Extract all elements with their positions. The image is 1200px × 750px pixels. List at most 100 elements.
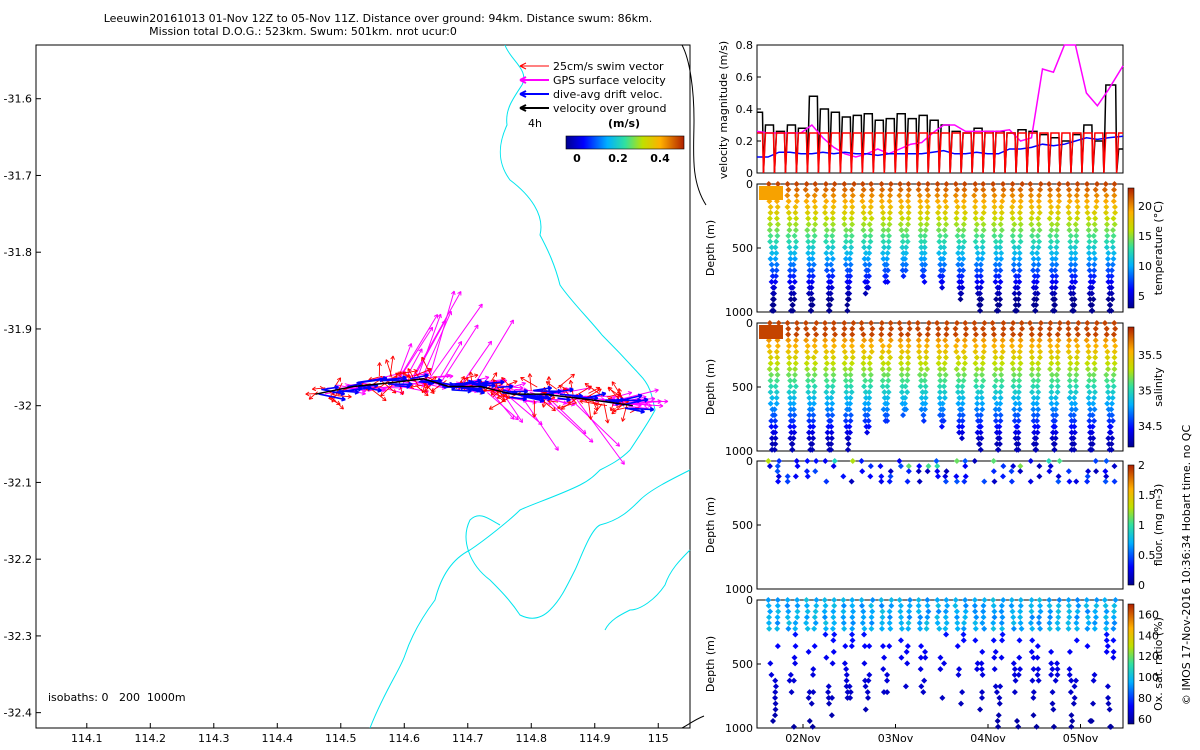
oxygen-data-point (952, 597, 959, 603)
temperature-data-point (843, 250, 850, 257)
oxygen-data-point (849, 625, 856, 632)
temperature-data-point (1065, 186, 1072, 193)
oxygen-data-point (974, 666, 981, 673)
salinity-data-point (943, 343, 950, 350)
salinity-data-point (1049, 435, 1056, 442)
salinity-data-point (806, 412, 813, 419)
temperature-data-point (980, 198, 987, 205)
temperature-data-point (1051, 290, 1058, 297)
temperature-data-point (1073, 232, 1080, 239)
fluorescence-data-point (858, 458, 865, 464)
salinity-data-point (1105, 435, 1112, 442)
oxygen-data-point (1011, 671, 1018, 678)
oxygen-data-point (861, 643, 868, 650)
salinity-data-point (884, 383, 891, 390)
velocity-panel: 00.20.40.60.8 velocity magnitude (m/s) (717, 39, 1124, 180)
temperature-data-point (829, 227, 836, 234)
oxygen-data-point (990, 620, 997, 627)
temperature-data-point (812, 181, 819, 187)
temperature-data-point (849, 221, 856, 228)
fluorescence-data-point (812, 468, 819, 475)
fluorescence-data-point (804, 458, 811, 464)
temperature-data-point (991, 209, 998, 216)
gps-velocity-arrow (613, 401, 664, 407)
salinity-data-point (1085, 348, 1092, 355)
temperature-data-point (1030, 267, 1037, 274)
temperature-data-point (1105, 261, 1112, 268)
temperature-data-point (1028, 221, 1035, 228)
salinity-data-point (979, 366, 986, 373)
footer-credit: © IMOS 17-Nov-2016 10:36:34 Hobart time.… (1180, 425, 1193, 706)
temperature-data-point (1046, 215, 1053, 222)
temperature-data-point (1087, 296, 1094, 303)
temperature-data-point (961, 186, 968, 193)
temperature-data-point (1052, 267, 1059, 274)
temperature-data-point (997, 232, 1004, 239)
oxygen-data-point (972, 625, 979, 632)
salinity-data-point (1037, 320, 1044, 326)
oxygen-data-point (1046, 597, 1053, 603)
temperature-data-point (899, 238, 906, 245)
temperature-data-point (828, 261, 835, 268)
temperature-data-point (918, 244, 925, 251)
fluorescence-data-point (1084, 473, 1091, 480)
swim-vector-arrow-head (545, 381, 551, 386)
salinity-data-point (767, 354, 774, 361)
salinity-data-point (772, 429, 779, 436)
salinity-data-point (1047, 320, 1054, 326)
temperature-data-point (809, 267, 816, 274)
salinity-data-point (879, 366, 886, 373)
gps-velocity-arrow-head (659, 403, 664, 409)
fluorescence-colorbar-tick: 0 (1138, 579, 1145, 592)
temperature-colorbar-tick: 15 (1138, 230, 1152, 243)
temperature-data-point (905, 215, 912, 222)
salinity-data-point (898, 360, 905, 367)
temperature-data-point (785, 238, 792, 245)
salinity-data-point (1052, 394, 1059, 401)
salinity-data-point (786, 389, 793, 396)
salinity-data-point (849, 331, 856, 338)
temperature-data-point (993, 244, 1000, 251)
temperature-data-point (847, 261, 854, 268)
salinity-data-point (937, 389, 944, 396)
oxygen-data-point (979, 671, 986, 678)
temperature-data-point (996, 301, 1003, 308)
oxygen-data-point (829, 660, 836, 667)
salinity-data-point (1016, 377, 1023, 384)
salinity-data-point (830, 320, 837, 326)
temperature-data-point (1054, 221, 1061, 228)
salinity-data-point (822, 366, 829, 373)
oxygen-data-point (1008, 602, 1015, 609)
salinity-data-point (1066, 394, 1073, 401)
swim-vector-arrow-head (570, 373, 575, 379)
map-xtick-label: 115 (648, 732, 669, 745)
oxygen-data-point (765, 602, 772, 609)
temperature-data-point (868, 186, 875, 193)
salinity-data-point (787, 383, 794, 390)
temperature-data-point (830, 204, 837, 211)
salinity-data-point (962, 320, 969, 326)
salinity-data-point (898, 366, 905, 373)
oxygen-colorbar-tick: 100 (1138, 671, 1159, 684)
map-ytick-label: -32.4 (4, 707, 32, 720)
map-ytick-label: -32 (14, 400, 32, 413)
salinity-data-point (1051, 440, 1058, 447)
gps-velocity-arrow (436, 341, 463, 383)
salinity-data-point (942, 348, 949, 355)
salinity-data-point (1084, 320, 1091, 326)
fluorescence-data-point (765, 458, 772, 464)
salinity-data-point (822, 354, 829, 361)
salinity-data-point (860, 366, 867, 373)
salinity-data-point (804, 343, 811, 350)
oxygen-data-point (792, 643, 799, 650)
salinity-data-point (823, 360, 830, 367)
salinity-data-point (898, 389, 905, 396)
temperature-data-point (974, 273, 981, 280)
oxygen-data-point (1037, 602, 1044, 609)
fluorescence-ytick-label: 500 (732, 519, 753, 532)
oxygen-data-point (1083, 602, 1090, 609)
fluorescence-data-point (1102, 468, 1109, 475)
salinity-data-point (1072, 389, 1079, 396)
salinity-data-point (1028, 343, 1035, 350)
salinity-data-point (1031, 429, 1038, 436)
